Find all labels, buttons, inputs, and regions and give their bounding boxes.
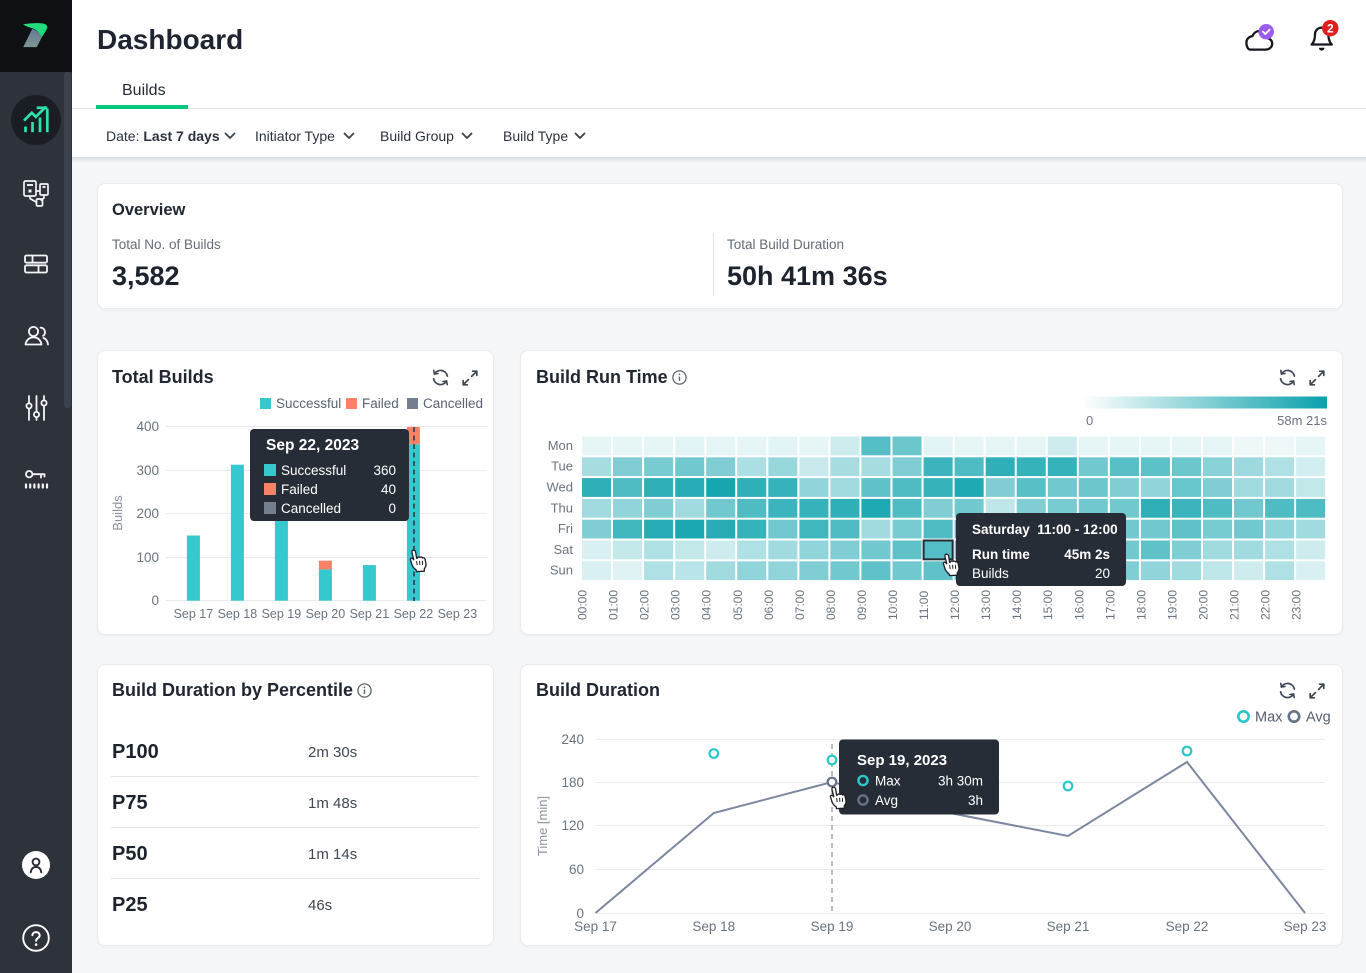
svg-text:Sep 21: Sep 21: [1047, 919, 1090, 934]
svg-text:Sun: Sun: [550, 563, 573, 578]
svg-text:Sep 22: Sep 22: [1166, 919, 1209, 934]
svg-text:Sep 18: Sep 18: [218, 607, 258, 621]
svg-text:Thu: Thu: [551, 500, 573, 515]
svg-text:Time [min]: Time [min]: [535, 796, 550, 856]
svg-text:Sep 22: Sep 22: [394, 607, 434, 621]
svg-text:Sep 22, 2023: Sep 22, 2023: [266, 437, 359, 454]
svg-text:07:00: 07:00: [793, 590, 807, 620]
svg-text:22:00: 22:00: [1259, 590, 1273, 620]
svg-text:0: 0: [151, 593, 159, 608]
svg-text:19:00: 19:00: [1166, 590, 1180, 620]
svg-text:Tue: Tue: [551, 459, 573, 474]
svg-text:Sat: Sat: [553, 542, 573, 557]
svg-text:03:00: 03:00: [669, 590, 683, 620]
svg-text:Sep 19, 2023: Sep 19, 2023: [857, 752, 947, 769]
svg-text:3h 30m: 3h 30m: [938, 774, 983, 789]
svg-text:180: 180: [561, 775, 584, 790]
svg-text:00:00: 00:00: [576, 590, 590, 620]
svg-text:Wed: Wed: [547, 480, 574, 495]
svg-text:Failed: Failed: [362, 396, 399, 411]
svg-text:02:00: 02:00: [638, 590, 652, 620]
svg-text:04:00: 04:00: [700, 590, 714, 620]
svg-text:Avg: Avg: [1306, 710, 1331, 726]
svg-text:01:00: 01:00: [607, 590, 621, 620]
svg-text:3h: 3h: [968, 793, 983, 808]
svg-text:60: 60: [569, 862, 584, 877]
svg-text:11:00: 11:00: [917, 591, 931, 620]
svg-text:Max: Max: [1255, 710, 1283, 726]
svg-text:16:00: 16:00: [1072, 590, 1086, 620]
svg-text:20:00: 20:00: [1197, 590, 1211, 620]
svg-text:200: 200: [136, 506, 159, 521]
svg-text:Sep 17: Sep 17: [174, 607, 214, 621]
svg-text:0: 0: [576, 906, 584, 921]
svg-text:09:00: 09:00: [855, 590, 869, 620]
svg-text:Failed: Failed: [281, 482, 318, 497]
svg-text:Builds: Builds: [972, 566, 1009, 581]
svg-text:13:00: 13:00: [979, 590, 993, 620]
svg-text:08:00: 08:00: [824, 590, 838, 620]
svg-text:Cancelled: Cancelled: [281, 501, 341, 516]
svg-text:Mon: Mon: [548, 438, 573, 453]
svg-text:23:00: 23:00: [1290, 590, 1304, 620]
svg-text:Saturday 11:00 - 12:00: Saturday 11:00 - 12:00: [972, 522, 1118, 537]
svg-text:Fri: Fri: [558, 521, 573, 536]
svg-text:Max: Max: [875, 774, 901, 789]
svg-text:Run time: Run time: [972, 547, 1030, 562]
svg-text:2: 2: [1327, 21, 1334, 35]
svg-text:Sep 23: Sep 23: [1284, 919, 1327, 934]
svg-text:10:00: 10:00: [886, 590, 900, 620]
svg-text:Sep 20: Sep 20: [306, 607, 346, 621]
svg-text:12:00: 12:00: [948, 590, 962, 620]
svg-text:300: 300: [136, 463, 159, 478]
svg-text:06:00: 06:00: [762, 590, 776, 620]
svg-text:400: 400: [136, 419, 159, 434]
svg-text:0: 0: [388, 501, 396, 516]
svg-text:Successful: Successful: [276, 396, 341, 411]
svg-text:45m 2s: 45m 2s: [1064, 547, 1110, 562]
svg-text:Sep 23: Sep 23: [438, 607, 478, 621]
svg-text:360: 360: [373, 463, 396, 478]
svg-text:120: 120: [561, 818, 584, 833]
svg-text:14:00: 14:00: [1010, 590, 1024, 620]
svg-text:Sep 19: Sep 19: [262, 607, 302, 621]
svg-text:Sep 19: Sep 19: [811, 919, 854, 934]
svg-text:240: 240: [561, 732, 584, 747]
svg-text:17:00: 17:00: [1103, 590, 1117, 620]
svg-text:Avg: Avg: [875, 793, 898, 808]
svg-text:Sep 21: Sep 21: [350, 607, 390, 621]
svg-text:05:00: 05:00: [731, 590, 745, 620]
svg-text:100: 100: [136, 550, 159, 565]
svg-text:Sep 18: Sep 18: [692, 919, 735, 934]
svg-text:58m 21s: 58m 21s: [1277, 413, 1327, 428]
svg-text:20: 20: [1095, 566, 1110, 581]
svg-text:40: 40: [381, 482, 396, 497]
svg-text:Builds: Builds: [110, 495, 125, 531]
svg-text:15:00: 15:00: [1041, 590, 1055, 620]
svg-text:Successful: Successful: [281, 463, 346, 478]
svg-text:Cancelled: Cancelled: [423, 396, 483, 411]
svg-text:Sep 17: Sep 17: [574, 919, 617, 934]
svg-text:18:00: 18:00: [1134, 590, 1148, 620]
svg-text:0: 0: [1086, 413, 1093, 428]
svg-text:Sep 20: Sep 20: [929, 919, 972, 934]
svg-text:21:00: 21:00: [1228, 590, 1242, 620]
